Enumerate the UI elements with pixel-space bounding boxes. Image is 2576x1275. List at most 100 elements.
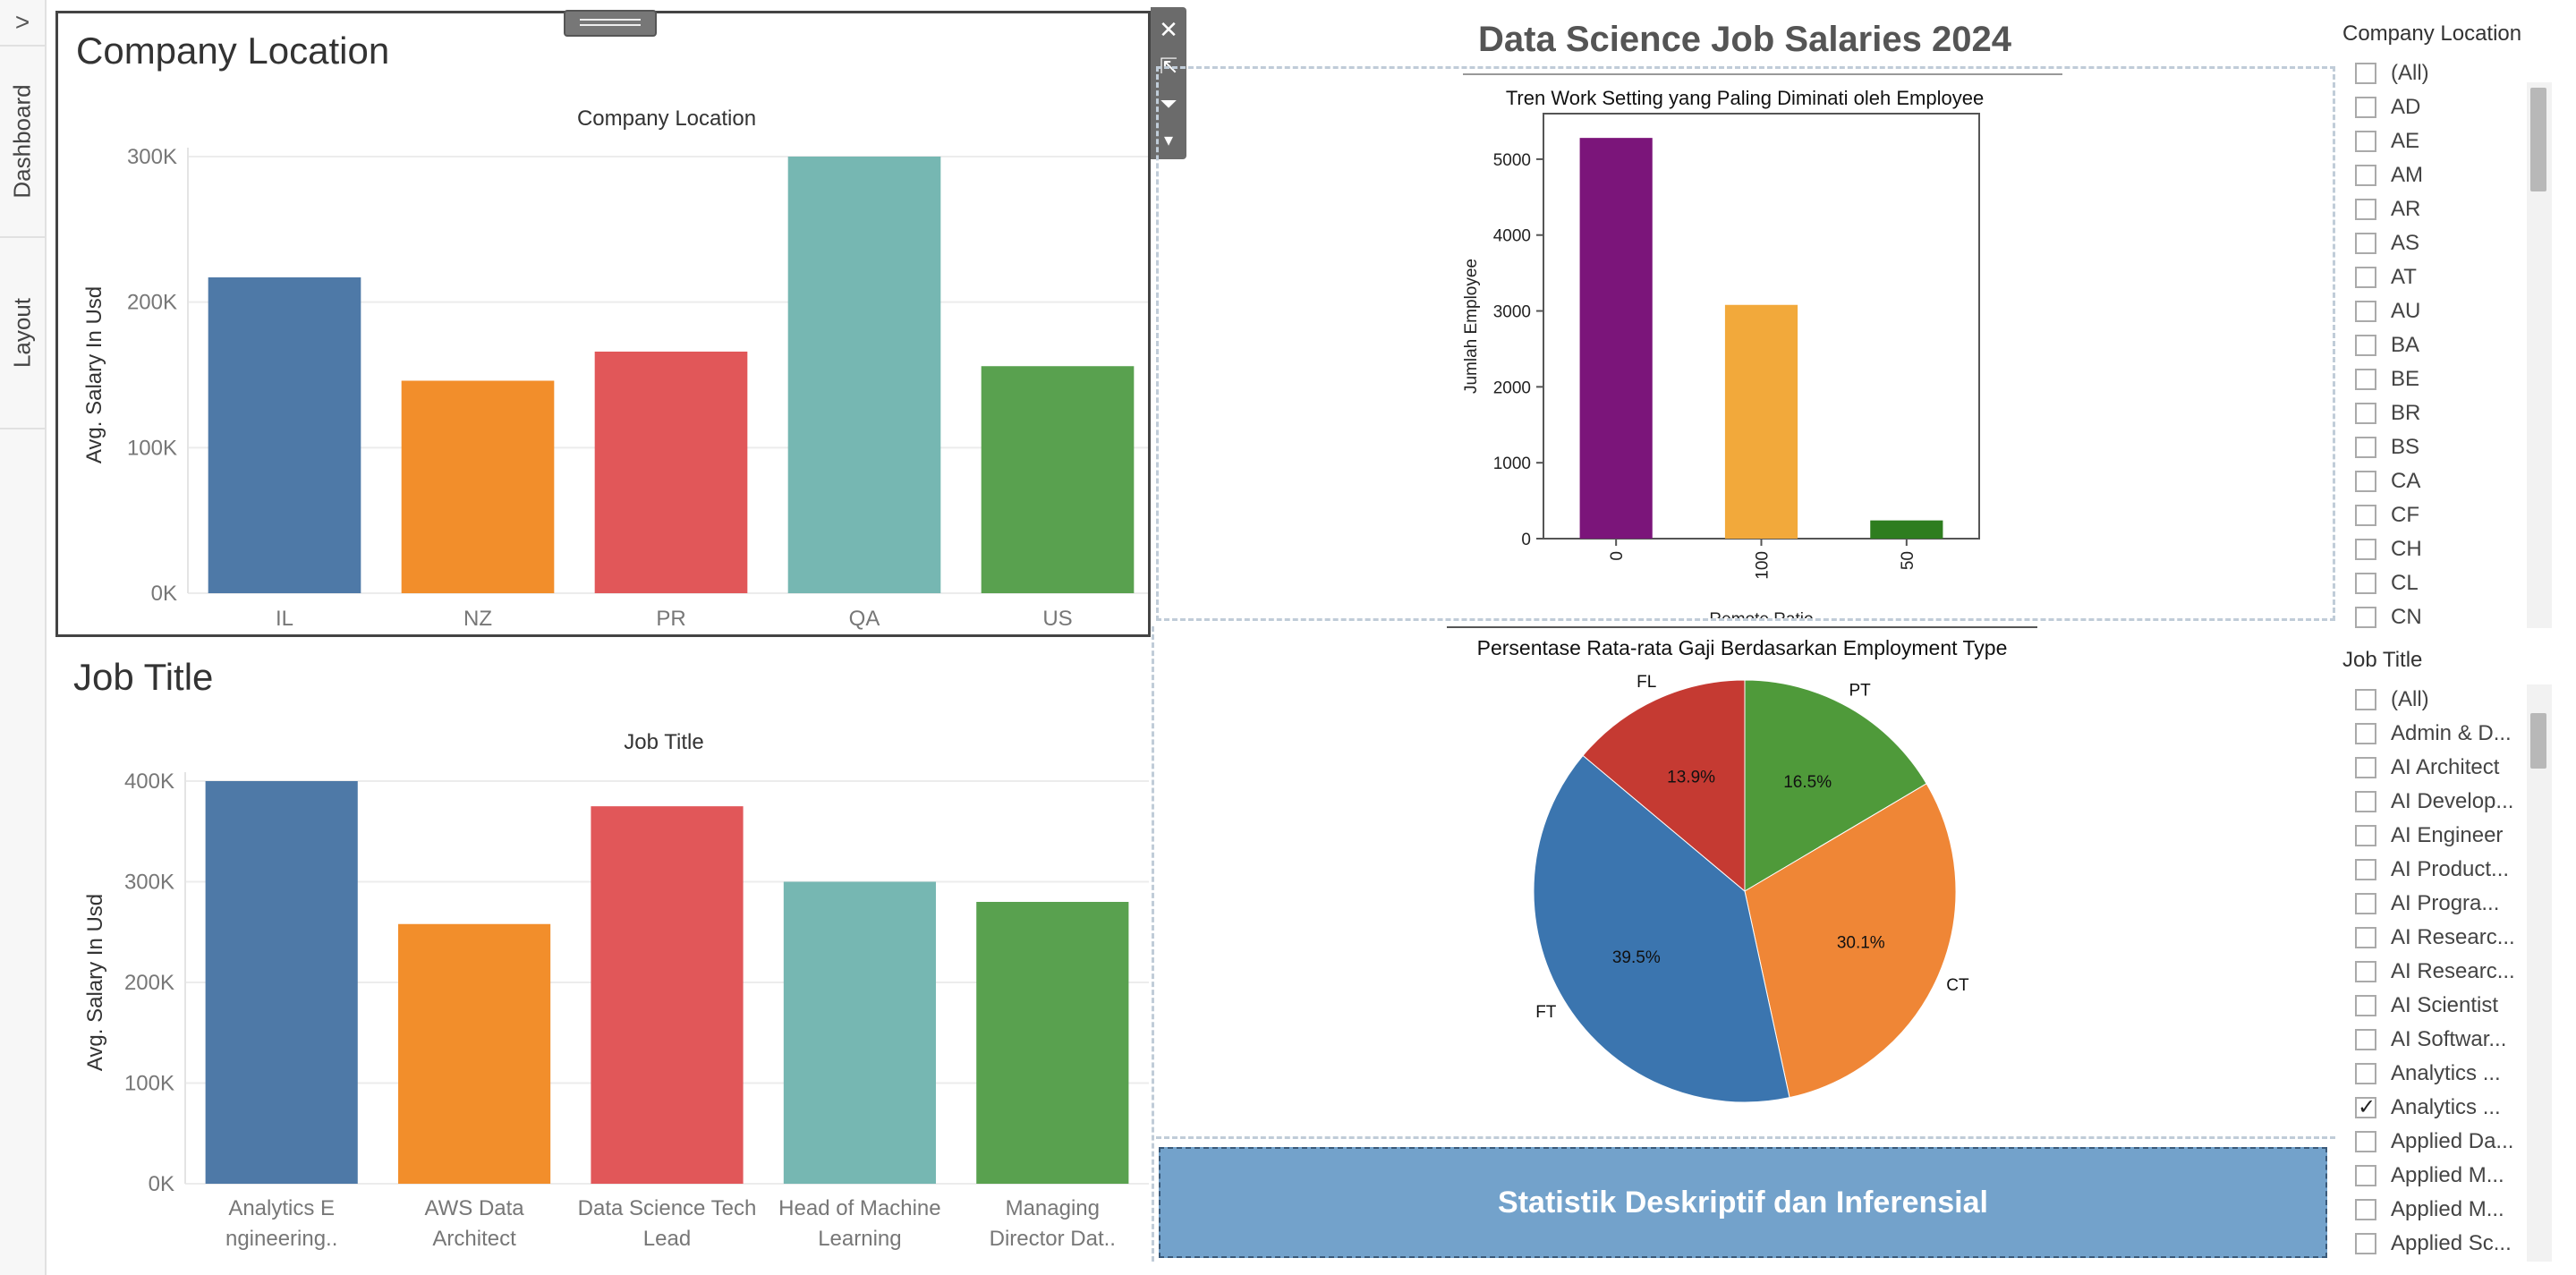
filter-item[interactable]: CN xyxy=(2342,600,2566,634)
filter-item[interactable]: AI Develop... xyxy=(2342,785,2566,819)
filter-item[interactable]: CL xyxy=(2342,566,2566,600)
company-location-sheet[interactable]: Company Location Company Location Avg. Sa… xyxy=(55,10,1151,637)
filter-item[interactable]: Applied Sc... xyxy=(2342,1227,2566,1261)
expand-chevron-icon[interactable]: > xyxy=(0,0,45,47)
x-tick-label: Lead xyxy=(643,1227,691,1251)
filter-checkbox[interactable] xyxy=(2355,893,2376,914)
filter-item[interactable]: AS xyxy=(2342,226,2566,260)
filter-item[interactable]: Applied M... xyxy=(2342,1159,2566,1193)
filter-checkbox[interactable] xyxy=(2355,267,2376,288)
filter-item[interactable]: BE xyxy=(2342,362,2566,396)
filter-checkbox[interactable] xyxy=(2355,131,2376,152)
scrollbar-thumb[interactable] xyxy=(2530,88,2546,191)
filter-checkbox[interactable] xyxy=(2355,723,2376,744)
scrollbar-thumb[interactable] xyxy=(2530,713,2546,769)
filter-checkbox[interactable] xyxy=(2355,1029,2376,1050)
filter-checkbox[interactable] xyxy=(2355,927,2376,948)
filter-item[interactable]: AI Softwar... xyxy=(2342,1023,2566,1057)
bar-1 xyxy=(205,781,358,1184)
filter-item[interactable]: Analytics ... xyxy=(2342,1057,2566,1091)
filter-item[interactable]: CF xyxy=(2342,498,2566,532)
job-title-sheet[interactable]: Job Title Job Title Avg. Salary In Usd 0K 1… xyxy=(55,640,1151,1266)
company-location-filter[interactable]: (All) AD AE AM AR AS AT AU BA BE BR BS CA CF CH CL CN xyxy=(2342,56,2566,636)
filter-checkbox[interactable] xyxy=(2355,961,2376,982)
drag-handle-icon[interactable] xyxy=(564,10,657,37)
job-filter-scrollbar[interactable] xyxy=(2527,684,2552,1262)
filter-checkbox[interactable] xyxy=(2355,233,2376,254)
filter-item[interactable]: AE xyxy=(2342,124,2566,158)
filter-item[interactable]: AI Product... xyxy=(2342,853,2566,887)
filter-checkbox[interactable] xyxy=(2355,825,2376,846)
filter-item[interactable]: (All) xyxy=(2342,56,2566,90)
filter-checkbox[interactable] xyxy=(2355,437,2376,458)
filter-item[interactable]: AI Researc... xyxy=(2342,955,2566,989)
chart-title: Tren Work Setting yang Paling Diminati o… xyxy=(1506,87,1984,109)
company-filter-scrollbar[interactable] xyxy=(2527,82,2552,628)
chart-title: Company Location xyxy=(577,106,756,131)
x-tick-label: NZ xyxy=(463,607,492,631)
filter-item[interactable]: BA xyxy=(2342,328,2566,362)
filter-checkbox[interactable] xyxy=(2355,757,2376,778)
filter-item[interactable]: AM xyxy=(2342,158,2566,192)
filter-item[interactable]: AR xyxy=(2342,192,2566,226)
filter-item[interactable]: AI Engineer xyxy=(2342,819,2566,853)
statistik-button[interactable]: Statistik Deskriptif dan Inferensial xyxy=(1159,1147,2327,1258)
filter-item[interactable]: (All) xyxy=(2342,683,2566,717)
filter-item-label: Analytics ... xyxy=(2391,1095,2501,1119)
company-location-chart[interactable]: Company Location Avg. Salary In Usd 0K 100K… xyxy=(58,13,1148,634)
filter-checkbox[interactable] xyxy=(2355,301,2376,322)
filter-item[interactable]: Applied M... xyxy=(2342,1193,2566,1227)
filter-checkbox[interactable] xyxy=(2355,859,2376,880)
filter-checkbox[interactable] xyxy=(2355,1233,2376,1254)
filter-item[interactable]: AI Researc... xyxy=(2342,921,2566,955)
percent-label: 13.9% xyxy=(1667,769,1715,787)
slice-label: CT xyxy=(1946,976,1969,995)
filter-item[interactable]: Analytics ... xyxy=(2342,1091,2566,1125)
filter-icon[interactable]: ⏷ xyxy=(1160,92,1177,116)
filter-checkbox[interactable] xyxy=(2355,573,2376,594)
filter-checkbox[interactable] xyxy=(2355,471,2376,492)
filter-checkbox[interactable] xyxy=(2355,403,2376,424)
job-title-filter[interactable]: (All) Admin & D... AI Architect AI Develop.… xyxy=(2342,683,2566,1262)
x-tick-label: AWS Data xyxy=(425,1196,525,1220)
filter-checkbox[interactable] xyxy=(2355,791,2376,812)
filter-checkbox[interactable] xyxy=(2355,1063,2376,1084)
filter-checkbox[interactable] xyxy=(2355,607,2376,628)
filter-item[interactable]: AD xyxy=(2342,90,2566,124)
x-tick-label: Head of Machine xyxy=(778,1196,940,1220)
filter-item[interactable]: CA xyxy=(2342,464,2566,498)
filter-checkbox[interactable] xyxy=(2355,369,2376,390)
filter-item[interactable]: Applied Da... xyxy=(2342,1125,2566,1159)
filter-checkbox[interactable] xyxy=(2355,199,2376,220)
pie-slice-FT xyxy=(1533,754,1790,1103)
filter-item-label: AR xyxy=(2391,197,2421,221)
filter-item[interactable]: BS xyxy=(2342,430,2566,464)
filter-checkbox[interactable] xyxy=(2355,1199,2376,1220)
filter-item[interactable]: AI Progra... xyxy=(2342,887,2566,921)
filter-checkbox[interactable] xyxy=(2355,505,2376,526)
filter-checkbox[interactable] xyxy=(2355,1094,2376,1120)
filter-checkbox[interactable] xyxy=(2355,1165,2376,1186)
filter-checkbox[interactable] xyxy=(2355,1131,2376,1152)
filter-checkbox[interactable] xyxy=(2355,539,2376,560)
filter-checkbox[interactable] xyxy=(2355,995,2376,1016)
filter-item[interactable]: AU xyxy=(2342,294,2566,328)
filter-checkbox[interactable] xyxy=(2355,689,2376,710)
filter-checkbox[interactable] xyxy=(2355,97,2376,118)
y-tick-label: 0K xyxy=(151,582,177,606)
more-options-icon[interactable]: ▾ xyxy=(1163,131,1174,150)
filter-item[interactable]: CH xyxy=(2342,532,2566,566)
filter-item[interactable]: AI Scientist xyxy=(2342,989,2566,1023)
layout-divider xyxy=(1156,1136,2335,1139)
filter-checkbox[interactable] xyxy=(2355,165,2376,186)
close-icon[interactable]: ✕ xyxy=(1159,16,1178,43)
filter-item[interactable]: BR xyxy=(2342,396,2566,430)
filter-item[interactable]: Admin & D... xyxy=(2342,717,2566,751)
job-title-chart[interactable]: Job Title Avg. Salary In Usd 0K 100K 200K 300… xyxy=(55,640,1151,1266)
filter-checkbox[interactable] xyxy=(2355,63,2376,84)
filter-checkbox[interactable] xyxy=(2355,335,2376,356)
filter-item[interactable]: AI Architect xyxy=(2342,751,2566,785)
tab-layout[interactable]: Layout xyxy=(0,238,45,429)
tab-dashboard[interactable]: Dashboard xyxy=(0,47,45,238)
filter-item[interactable]: AT xyxy=(2342,260,2566,294)
